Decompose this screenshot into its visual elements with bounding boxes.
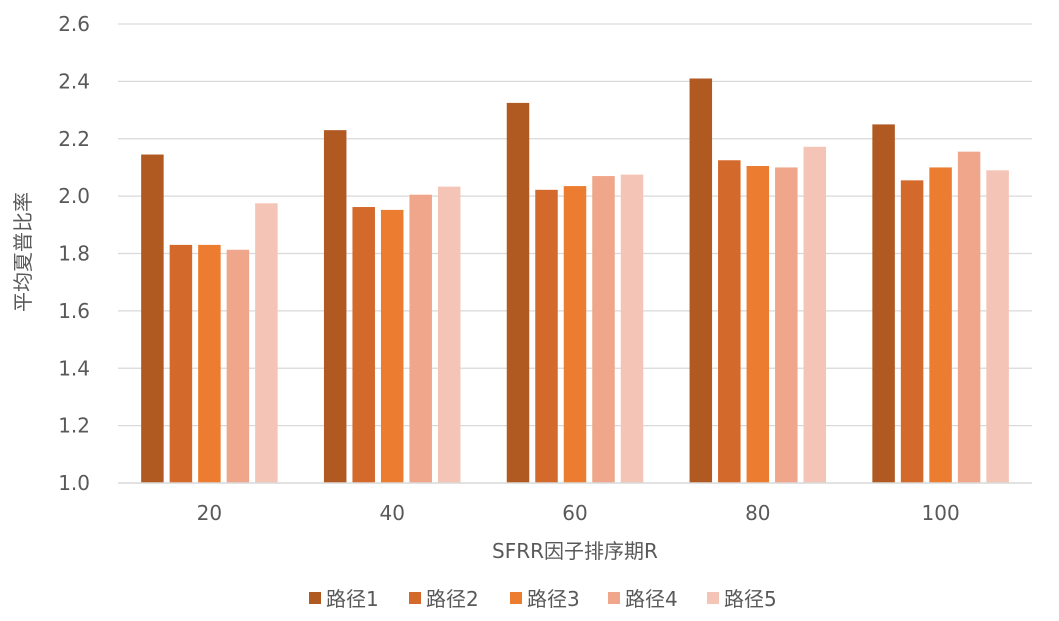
y-tick-label: 1.2 (58, 414, 90, 438)
y-tick-label: 2.2 (58, 127, 90, 151)
legend-label-series-4: 路径4 (625, 587, 678, 611)
bar-series-4-40 (409, 194, 432, 484)
y-tick-label: 1.0 (58, 471, 90, 495)
legend-swatch-series-1 (309, 592, 321, 604)
y-tick-label: 1.4 (58, 356, 90, 380)
y-axis-label: 平均夏普比率 (11, 192, 35, 312)
x-axis-label: SFRR因子排序期R (492, 539, 658, 563)
x-tick-label: 60 (562, 501, 587, 525)
bar-series-3-100 (929, 167, 952, 483)
bar-series-2-60 (535, 189, 558, 483)
y-tick-label: 2.4 (58, 69, 90, 93)
legend-label-series-2: 路径2 (426, 587, 479, 611)
bar-series-2-40 (352, 207, 375, 483)
legend-label-series-5: 路径5 (724, 587, 777, 611)
bar-series-4-100 (957, 151, 981, 484)
bar-series-4-60 (592, 176, 615, 483)
bar-series-2-100 (900, 180, 924, 484)
bar-series-4-20 (226, 249, 250, 483)
legend-swatch-series-2 (409, 592, 421, 604)
bar-series-1-60 (506, 102, 530, 483)
bar-series-2-20 (169, 244, 193, 483)
y-tick-label: 2.0 (58, 184, 90, 208)
y-tick-label: 2.6 (58, 12, 90, 36)
bar-series-3-80 (746, 166, 770, 484)
y-tick-label: 1.8 (58, 242, 90, 266)
legend: 路径1 路径2 路径3 路径4 路径5 (309, 587, 777, 611)
bar-series-5-80 (803, 146, 827, 483)
bar-series-3-40 (380, 209, 404, 483)
bar-series-2-80 (718, 160, 741, 483)
y-axis-ticks: 1.0 1.2 1.4 1.6 1.8 2.0 2.2 2.4 2.6 (58, 12, 90, 495)
bar-series-1-80 (689, 78, 713, 483)
bar-series-5-20 (255, 203, 278, 483)
legend-swatch-series-5 (707, 592, 719, 604)
bar-series-5-60 (620, 174, 644, 483)
x-axis-ticks: 20 40 60 80 100 (197, 501, 960, 525)
x-tick-label: 80 (745, 501, 770, 525)
bar-series-5-40 (437, 186, 461, 483)
bar-series-4-80 (775, 167, 798, 483)
legend-swatch-series-3 (510, 592, 522, 604)
bars (141, 78, 1009, 484)
x-tick-label: 40 (379, 501, 404, 525)
bar-series-3-60 (563, 186, 587, 483)
legend-label-series-1: 路径1 (326, 587, 379, 611)
bar-series-1-100 (872, 124, 895, 483)
x-tick-label: 100 (922, 501, 960, 525)
bar-series-5-100 (986, 170, 1009, 483)
y-tick-label: 1.6 (58, 299, 90, 323)
legend-swatch-series-4 (608, 592, 620, 604)
legend-label-series-3: 路径3 (527, 587, 580, 611)
x-tick-label: 20 (197, 501, 222, 525)
bar-series-3-20 (198, 244, 221, 483)
bar-series-1-20 (141, 154, 164, 483)
bar-series-1-40 (323, 130, 347, 484)
